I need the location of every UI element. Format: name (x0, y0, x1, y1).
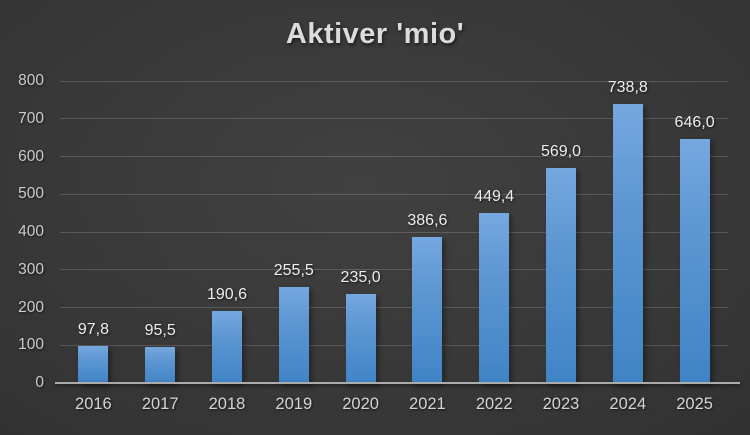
bar (412, 237, 443, 383)
bar (145, 346, 176, 383)
x-axis-label: 2021 (409, 395, 446, 413)
bar (78, 346, 109, 383)
y-axis-label: 800 (18, 72, 44, 89)
y-axis-label: 500 (18, 185, 44, 203)
x-axis-label: 2022 (475, 395, 513, 413)
y-axis-label: 100 (18, 336, 44, 354)
y-axis-label: 600 (18, 147, 44, 165)
bar-value-label: 449,4 (474, 188, 515, 206)
bar-slot: 569,0 (528, 81, 595, 383)
y-axis-label: 200 (18, 298, 44, 316)
x-axis-label: 2020 (342, 395, 379, 413)
x-axis-label: 2019 (275, 395, 313, 413)
gridline (60, 231, 728, 233)
y-axis-label: 400 (18, 223, 44, 240)
x-axis-label: 2016 (75, 395, 112, 413)
gridline (60, 80, 728, 82)
gridline (60, 344, 728, 346)
bar-value-label: 255,5 (273, 261, 314, 279)
bar-value-label: 97,8 (77, 321, 109, 339)
x-axis-label: 2025 (676, 395, 713, 413)
bar-value-label: 386,6 (407, 212, 448, 230)
bar-slot: 255,5 (260, 81, 327, 383)
gridline (60, 118, 728, 120)
x-axis-label: 2024 (609, 395, 647, 413)
bar (479, 213, 510, 383)
y-axis-label: 300 (18, 260, 44, 278)
bar-value-label: 646,0 (674, 114, 715, 132)
gridline (60, 193, 728, 195)
bar-slot: 386,6 (394, 81, 461, 383)
bar (278, 286, 309, 383)
bar (545, 168, 576, 383)
bar-value-label: 235,0 (340, 269, 381, 287)
x-axis-label: 2018 (208, 395, 246, 413)
gridline (60, 307, 728, 308)
bar-slot: 95,5 (127, 81, 194, 383)
bar-slot: 97,8 (60, 81, 127, 383)
bar (679, 139, 710, 383)
gridline (60, 156, 728, 157)
bar-slot: 646,0 (661, 81, 728, 383)
bar (345, 294, 376, 383)
bar (612, 104, 643, 383)
chart-title: Aktiver 'mio' (285, 18, 465, 50)
bar-slot: 449,4 (461, 81, 528, 383)
bar-value-label: 95,5 (144, 321, 176, 339)
y-axis-label: 0 (35, 374, 44, 391)
plot-area: 97,8 95,5 190,6 255,5 235,0 386,6 449,4 569,0 73… (60, 79, 728, 383)
x-axis-label: 2023 (542, 395, 580, 413)
bar (211, 311, 242, 383)
bar-value-label: 190,6 (206, 286, 248, 304)
bar-slot: 235,0 (327, 81, 394, 383)
y-axis-label: 700 (18, 109, 44, 127)
x-axis-line (55, 382, 740, 384)
bar-slot: 190,6 (194, 81, 261, 383)
bar-value-label: 569,0 (540, 143, 582, 161)
bar-slot: 738,8 (594, 79, 661, 383)
bar-value-label: 738,8 (607, 79, 648, 97)
x-axis-label: 2017 (141, 395, 179, 413)
gridline (60, 269, 728, 271)
